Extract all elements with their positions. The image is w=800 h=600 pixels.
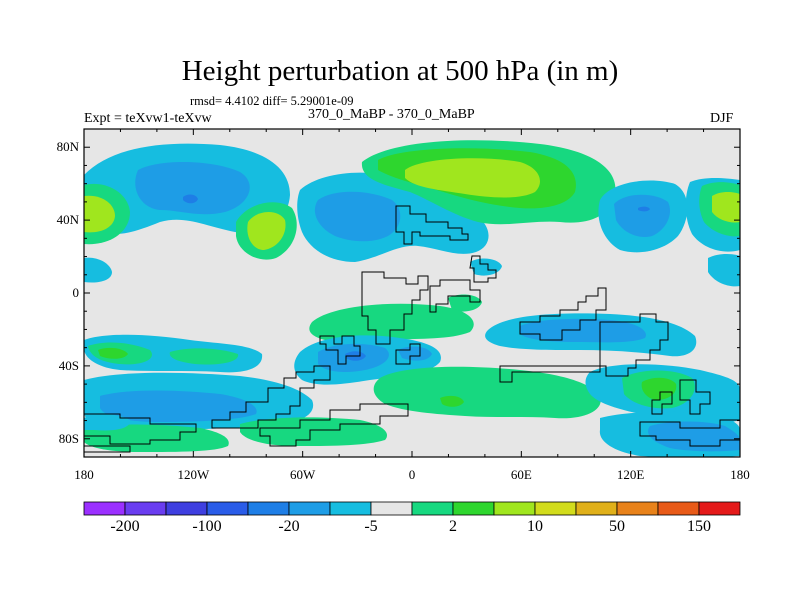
- colorbar-swatch: [329, 501, 372, 516]
- contour-region: [240, 417, 388, 446]
- contour-region: [638, 206, 650, 212]
- contour-region: [641, 377, 677, 400]
- season-label: DJF: [710, 111, 734, 126]
- contour-region: [309, 303, 474, 343]
- colorbar-swatch: [411, 501, 454, 516]
- colorbar-swatch: [288, 501, 331, 516]
- colorbar-label: 2: [449, 518, 457, 535]
- coastline: [469, 255, 497, 283]
- x-tick-label: 60W: [290, 467, 316, 482]
- contour-region: [614, 194, 671, 238]
- plot-title: Height perturbation at 500 hPa (in m): [181, 55, 619, 87]
- colorbar-swatch: [657, 501, 700, 516]
- colorbar-swatch: [370, 501, 413, 516]
- x-tick-label: 180: [730, 467, 750, 482]
- contour-region: [314, 191, 401, 242]
- colorbar-swatch: [534, 501, 577, 516]
- colorbar-swatch: [124, 501, 167, 516]
- colorbar-swatch: [616, 501, 659, 516]
- contour-region: [98, 347, 128, 359]
- colorbar-swatch: [575, 501, 618, 516]
- experiment-label: Expt = teXvw1-teXvw: [84, 111, 212, 126]
- colorbar-swatch: [247, 501, 290, 516]
- contour-region: [84, 414, 131, 431]
- y-tick-label: 80S: [58, 430, 79, 446]
- run-label: 370_0_MaBP - 370_0_MaBP: [308, 107, 475, 122]
- contour-region: [712, 192, 740, 223]
- contour-field: [84, 140, 740, 457]
- x-tick-label: 60E: [510, 467, 532, 482]
- coastline: [361, 271, 429, 345]
- colorbar-label: -20: [278, 518, 300, 535]
- contour-region: [373, 366, 601, 419]
- contour-region: [169, 348, 239, 365]
- contour-region: [708, 254, 740, 287]
- contour-region: [470, 258, 502, 276]
- colorbar-label: 50: [609, 518, 625, 535]
- x-tick-label: 180: [74, 467, 94, 482]
- contour-region: [84, 424, 229, 452]
- coastline: [429, 279, 481, 313]
- colorbar-swatch: [452, 501, 495, 516]
- contour-region: [247, 211, 286, 250]
- colorbar-label: -200: [110, 518, 140, 535]
- coastline: [83, 413, 197, 445]
- y-tick-label: 80N: [56, 139, 79, 155]
- contour-region: [135, 161, 250, 215]
- coastline: [519, 287, 607, 341]
- coastline: [395, 205, 469, 245]
- colorbar-label: -5: [364, 518, 378, 535]
- coastline: [499, 313, 669, 383]
- axis-ticks: [83, 129, 741, 457]
- colorbar-swatch: [206, 501, 249, 516]
- colorbar-swatch: [493, 501, 536, 516]
- contour-region: [440, 395, 464, 407]
- x-tick-label: 120E: [616, 467, 645, 482]
- colorbar-label: 150: [687, 518, 711, 535]
- contour-region: [84, 195, 115, 233]
- contour-region: [448, 294, 482, 312]
- coastline: [319, 335, 361, 365]
- stats-line: rmsd= 4.4102 diff= 5.29001e-09: [190, 94, 354, 108]
- x-tick-label: 120W: [177, 467, 210, 482]
- coastline: [211, 365, 331, 429]
- colorbar-label: 10: [527, 518, 543, 535]
- colorbar-swatch: [83, 501, 126, 516]
- colorbar-swatch: [165, 501, 208, 516]
- y-tick-label: 0: [72, 285, 80, 300]
- colorbar-label: -100: [192, 518, 222, 535]
- coastline: [259, 403, 409, 447]
- contour-region: [405, 158, 540, 198]
- contour-region: [520, 318, 646, 343]
- contour-region: [100, 390, 257, 422]
- y-tick-label: 40S: [58, 357, 79, 373]
- contour-region: [84, 257, 112, 283]
- contour-region: [183, 194, 198, 204]
- coastline-layer: [83, 205, 741, 453]
- coastline: [639, 419, 741, 447]
- x-tick-label: 0: [408, 467, 416, 482]
- colorbar: [83, 501, 741, 516]
- y-tick-label: 40N: [56, 212, 79, 228]
- coastline: [651, 391, 673, 415]
- colorbar-swatch: [698, 501, 741, 516]
- coastline: [395, 343, 421, 365]
- coastline: [679, 379, 711, 415]
- contour-region: [648, 421, 740, 452]
